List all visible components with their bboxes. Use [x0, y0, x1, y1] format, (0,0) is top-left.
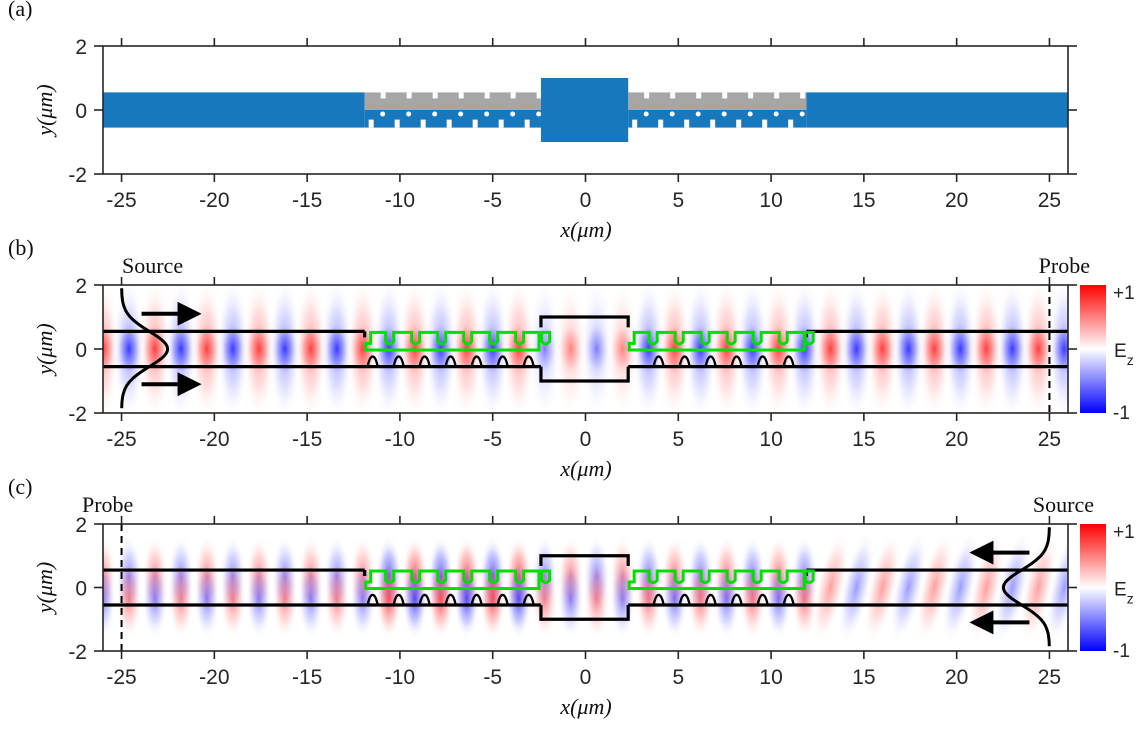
x-tick-label: -20: [199, 428, 229, 451]
x-tick-label: 0: [580, 428, 592, 451]
x-tick-label: -20: [199, 666, 229, 689]
colorbar-title: Ez: [1114, 341, 1134, 368]
x-axis-title: x(μm): [559, 694, 611, 719]
probe-label: Probe: [1039, 253, 1090, 278]
source-label: Source: [122, 253, 183, 278]
input-waveguide: [103, 92, 365, 128]
x-tick-label: -20: [199, 189, 229, 212]
x-tick-label: 10: [759, 428, 782, 451]
x-tick-label: -25: [106, 189, 136, 212]
panel-c-field-backward: -25 -20 -15 -10 -5 0 5 10 15 20 2520-2x(μm)y(μm)(c…: [8, 474, 1135, 719]
x-tick-label: 20: [945, 666, 968, 689]
x-tick-label: 15: [852, 428, 875, 451]
source-mode-profile: [1001, 527, 1051, 647]
x-tick-label: -15: [292, 189, 322, 212]
x-tick-label: 25: [1038, 189, 1061, 212]
design-region-outline: [364, 330, 552, 352]
x-tick-label: 5: [672, 428, 684, 451]
x-tick-label: -5: [483, 189, 502, 212]
x-tick-label: -25: [106, 666, 136, 689]
y-axis-title: y(μm): [32, 84, 57, 137]
panel-a-structure-plot: -25 -20 -15 -10 -5 0 5 10 15 20 2520-2x(μm)y(μm)(a…: [8, 0, 1077, 242]
panel-b-field-forward: -25 -20 -15 -10 -5 0 5 10 15 20 2520-2x(μm)y(μm)(b…: [8, 235, 1135, 481]
x-tick-label: -10: [385, 666, 415, 689]
y-tick-label: 0: [75, 100, 87, 123]
colorbar-min-label: -1: [1113, 403, 1130, 424]
design-region-outline: [627, 569, 815, 590]
x-tick-label: -15: [292, 666, 322, 689]
x-tick-label: -5: [483, 428, 502, 451]
design-region-lower: [628, 110, 807, 128]
colorbar-max-label: +1: [1113, 522, 1135, 543]
x-tick-label: -15: [292, 428, 322, 451]
x-axis-title: x(μm): [559, 217, 611, 242]
x-tick-label: 10: [759, 189, 782, 212]
central-block: [540, 78, 629, 142]
field-map: [103, 285, 1068, 413]
x-tick-label: 15: [852, 666, 875, 689]
colorbar: [1080, 524, 1106, 651]
source-label: Source: [1033, 492, 1094, 517]
design-region-outline: [627, 330, 815, 352]
probe-label: Probe: [82, 492, 133, 517]
panel-label: (a): [8, 0, 32, 21]
y-tick-label: -2: [68, 403, 87, 426]
x-tick-label: 25: [1038, 428, 1061, 451]
colorbar-min-label: -1: [1113, 641, 1130, 662]
x-tick-label: 5: [672, 666, 684, 689]
x-tick-label: -10: [385, 428, 415, 451]
x-tick-label: -5: [483, 666, 502, 689]
design-region-upper: [628, 92, 807, 111]
output-waveguide: [806, 92, 1068, 128]
x-tick-label: -25: [106, 428, 136, 451]
x-tick-label: 0: [580, 189, 592, 212]
y-tick-label: 2: [75, 275, 87, 298]
x-tick-label: 20: [945, 428, 968, 451]
colorbar-title: Ez: [1114, 580, 1134, 607]
x-tick-label: 20: [945, 189, 968, 212]
y-tick-label: 2: [75, 36, 87, 59]
y-tick-label: -2: [68, 164, 87, 187]
y-axis-title: y(μm): [32, 323, 57, 376]
y-tick-label: 0: [75, 578, 87, 601]
x-tick-label: 15: [852, 189, 875, 212]
panel-label: (b): [8, 235, 34, 260]
colorbar: [1080, 285, 1106, 413]
x-tick-label: 5: [672, 189, 684, 212]
y-tick-label: 0: [75, 339, 87, 362]
x-tick-label: -10: [385, 189, 415, 212]
x-axis-title: x(μm): [559, 456, 611, 481]
x-tick-label: 25: [1038, 666, 1061, 689]
design-region-outline: [364, 569, 552, 590]
panel-label: (c): [8, 474, 32, 499]
y-tick-label: 2: [75, 514, 87, 537]
y-axis-title: y(μm): [32, 562, 57, 615]
y-tick-label: -2: [68, 641, 87, 664]
x-tick-label: 10: [759, 666, 782, 689]
x-tick-label: 0: [580, 666, 592, 689]
source-mode-profile: [120, 288, 170, 409]
colorbar-max-label: +1: [1113, 283, 1135, 304]
field-map: [103, 531, 1068, 644]
